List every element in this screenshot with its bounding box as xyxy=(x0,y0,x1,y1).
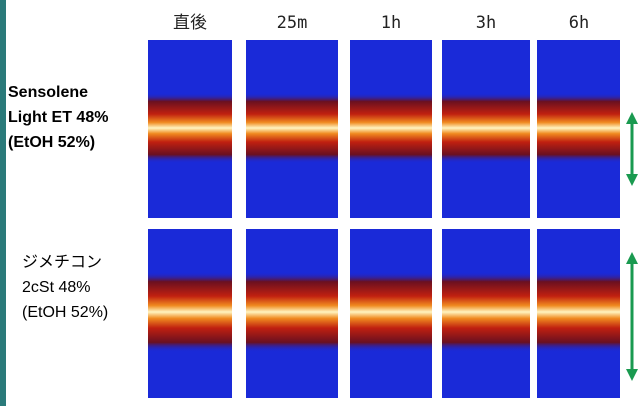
signal-band xyxy=(246,93,338,163)
signal-band xyxy=(442,272,530,352)
panels xyxy=(148,40,620,398)
column-header: 1h xyxy=(381,13,401,33)
signal-band xyxy=(246,272,338,352)
row-label: (EtOH 52%) xyxy=(8,134,95,151)
side-strip xyxy=(0,0,6,406)
column-header: 直後 xyxy=(173,13,207,33)
signal-band xyxy=(442,93,530,163)
row-label: Light ET 48% xyxy=(8,109,108,126)
signal-band xyxy=(537,93,620,163)
column-header: 6h xyxy=(569,13,589,33)
signal-band xyxy=(148,272,232,352)
row-label: ジメチコン xyxy=(22,254,102,271)
signal-band xyxy=(537,272,620,352)
column-header: 25m xyxy=(277,13,308,33)
signal-band xyxy=(350,93,432,163)
row-label: Sensolene xyxy=(8,84,88,101)
row-label: 2cSt 48% xyxy=(22,279,90,296)
column-header: 3h xyxy=(476,13,496,33)
row-label: (EtOH 52%) xyxy=(22,304,108,321)
signal-band xyxy=(148,93,232,163)
signal-band xyxy=(350,272,432,352)
